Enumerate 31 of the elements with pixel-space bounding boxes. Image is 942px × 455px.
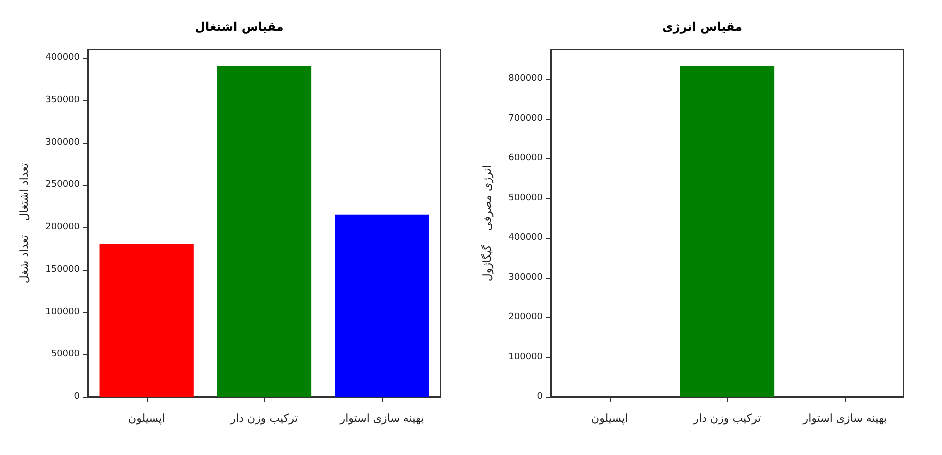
bar xyxy=(217,66,312,397)
x-tick-label: بهینه سازی استوار xyxy=(802,412,888,425)
chart-title: مقیاس انرژی xyxy=(662,20,743,34)
y-tick-label: 300000 xyxy=(46,138,80,148)
x-tick-label: اپسیلون xyxy=(592,412,628,425)
chart-title: مقیاس اشتغال xyxy=(195,20,284,34)
y-tick-label: 700000 xyxy=(508,114,544,124)
x-tick-label: ترکیب وزن دار xyxy=(692,412,762,425)
y-tick-label: 50000 xyxy=(51,350,80,360)
y-tick-label: 100000 xyxy=(46,307,80,318)
y-tick-label: 250000 xyxy=(46,180,80,190)
y-axis-title: انرژی مصرفی گیگاژول xyxy=(481,165,494,282)
y-tick-label: 150000 xyxy=(46,264,80,275)
y-tick-label: 200000 xyxy=(508,312,544,323)
y-tick-label: 300000 xyxy=(508,272,544,283)
y-axis-title: تعداد اشتغال تعداد شغل xyxy=(18,163,31,284)
x-tick-label: ترکیب وزن دار xyxy=(230,412,298,425)
y-tick-label: 0 xyxy=(74,392,80,402)
y-tick-label: 800000 xyxy=(508,74,544,84)
x-tick-label: بهینه سازی استوار xyxy=(339,412,424,425)
y-tick-label: 0 xyxy=(537,392,544,402)
bar xyxy=(100,244,194,397)
x-tick-label: اپسیلون xyxy=(128,412,166,425)
y-tick-label: 400000 xyxy=(46,53,80,64)
y-tick-label: 200000 xyxy=(46,222,80,233)
y-tick-label: 400000 xyxy=(508,233,544,244)
y-tick-label: 500000 xyxy=(508,193,544,204)
y-tick-label: 350000 xyxy=(46,95,80,106)
bar xyxy=(335,214,430,397)
y-tick-label: 100000 xyxy=(508,352,544,362)
y-tick-label: 600000 xyxy=(508,154,544,164)
